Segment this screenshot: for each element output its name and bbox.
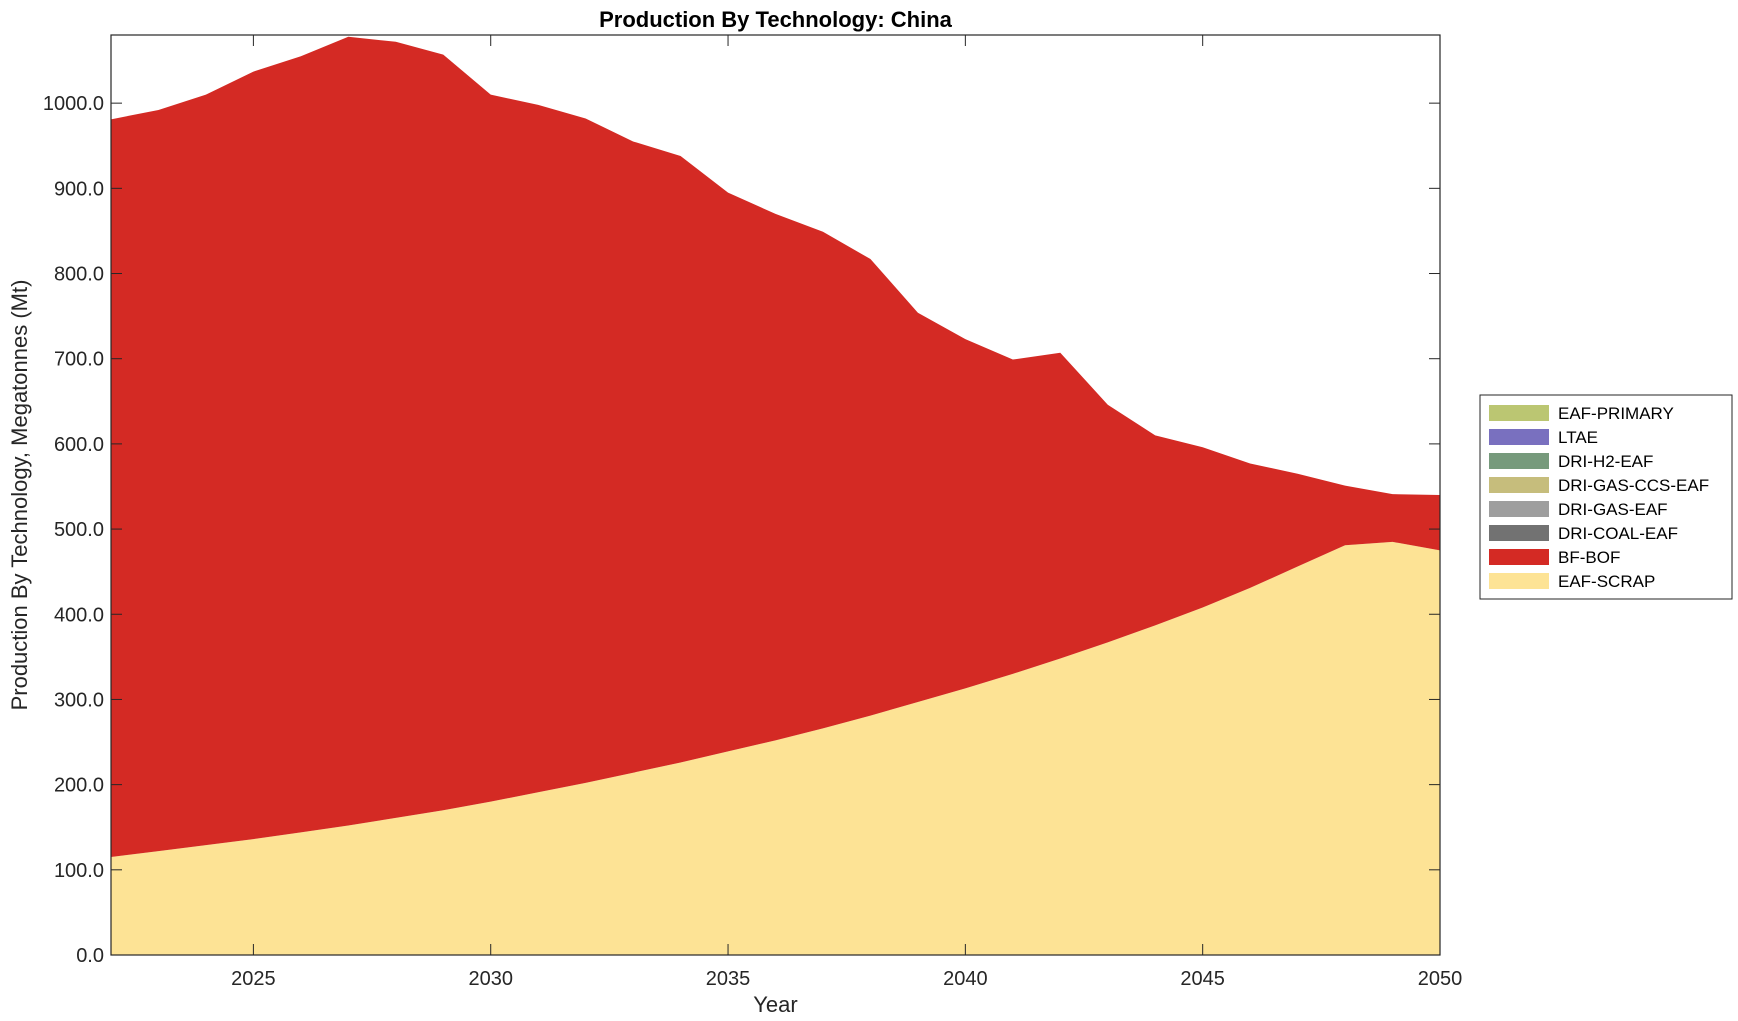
legend-box [1479,394,1733,600]
y-axis-title: Production By Technology, Megatonnes (Mt… [7,280,32,711]
y-tick-label: 800.0 [54,264,104,286]
x-tick-label: 2025 [231,968,276,990]
y-tick-label: 900.0 [54,178,104,200]
x-tick-label: 2035 [706,968,751,990]
legend-label-dri-gas-ccs-eaf: DRI-GAS-CCS-EAF [1558,476,1709,495]
tick-layer [111,35,1441,956]
legend-swatch-dri-coal-eaf [1489,525,1549,541]
legend-swatch-bf-bof [1489,549,1549,565]
y-tick-label: 1000.0 [43,93,104,115]
area-eaf-scrap [111,541,1440,955]
legend: EAF-PRIMARY LTAE DRI-H2-EAF DRI-GAS-CCS-EAF… [1479,394,1733,600]
chart-title: Production By Technology: China [599,7,953,32]
legend-swatch-eaf-scrap [1489,573,1549,589]
x-tick-label: 2030 [468,968,513,990]
x-axis-title: Year [753,992,797,1017]
y-tick-label: 0.0 [76,945,104,967]
legend-label-eaf-primary: EAF-PRIMARY [1558,404,1674,423]
area-bf-bof [111,36,1440,858]
plot-frame [110,34,1441,956]
legend-swatch-dri-gas-ccs-eaf [1489,477,1549,493]
legend-swatch-dri-gas-eaf [1489,501,1549,517]
x-tick-label: 2050 [1418,968,1463,990]
tick-label-layer: 0.0 100.0 200.0 300.0 400.0 500.0 600.0 700.0 80… [43,93,1462,990]
legend-label-eaf-scrap: EAF-SCRAP [1558,572,1655,591]
legend-label-bf-bof: BF-BOF [1558,548,1620,567]
x-tick-label: 2045 [1180,968,1225,990]
legend-label-dri-h2-eaf: DRI-H2-EAF [1558,452,1653,471]
legend-swatch-dri-h2-eaf [1489,453,1549,469]
legend-swatch-ltae [1489,429,1549,445]
legend-label-dri-coal-eaf: DRI-COAL-EAF [1558,524,1678,543]
y-tick-label: 600.0 [54,434,104,456]
legend-label-ltae: LTAE [1558,428,1598,447]
y-tick-label: 300.0 [54,689,104,711]
y-tick-label: 100.0 [54,860,104,882]
legend-label-dri-gas-eaf: DRI-GAS-EAF [1558,500,1668,519]
legend-swatch-eaf-primary [1489,405,1549,421]
x-tick-label: 2040 [943,968,988,990]
y-tick-label: 500.0 [54,519,104,541]
area-layer [111,36,1440,955]
y-tick-label: 200.0 [54,775,104,797]
y-tick-label: 400.0 [54,604,104,626]
y-tick-label: 700.0 [54,349,104,371]
